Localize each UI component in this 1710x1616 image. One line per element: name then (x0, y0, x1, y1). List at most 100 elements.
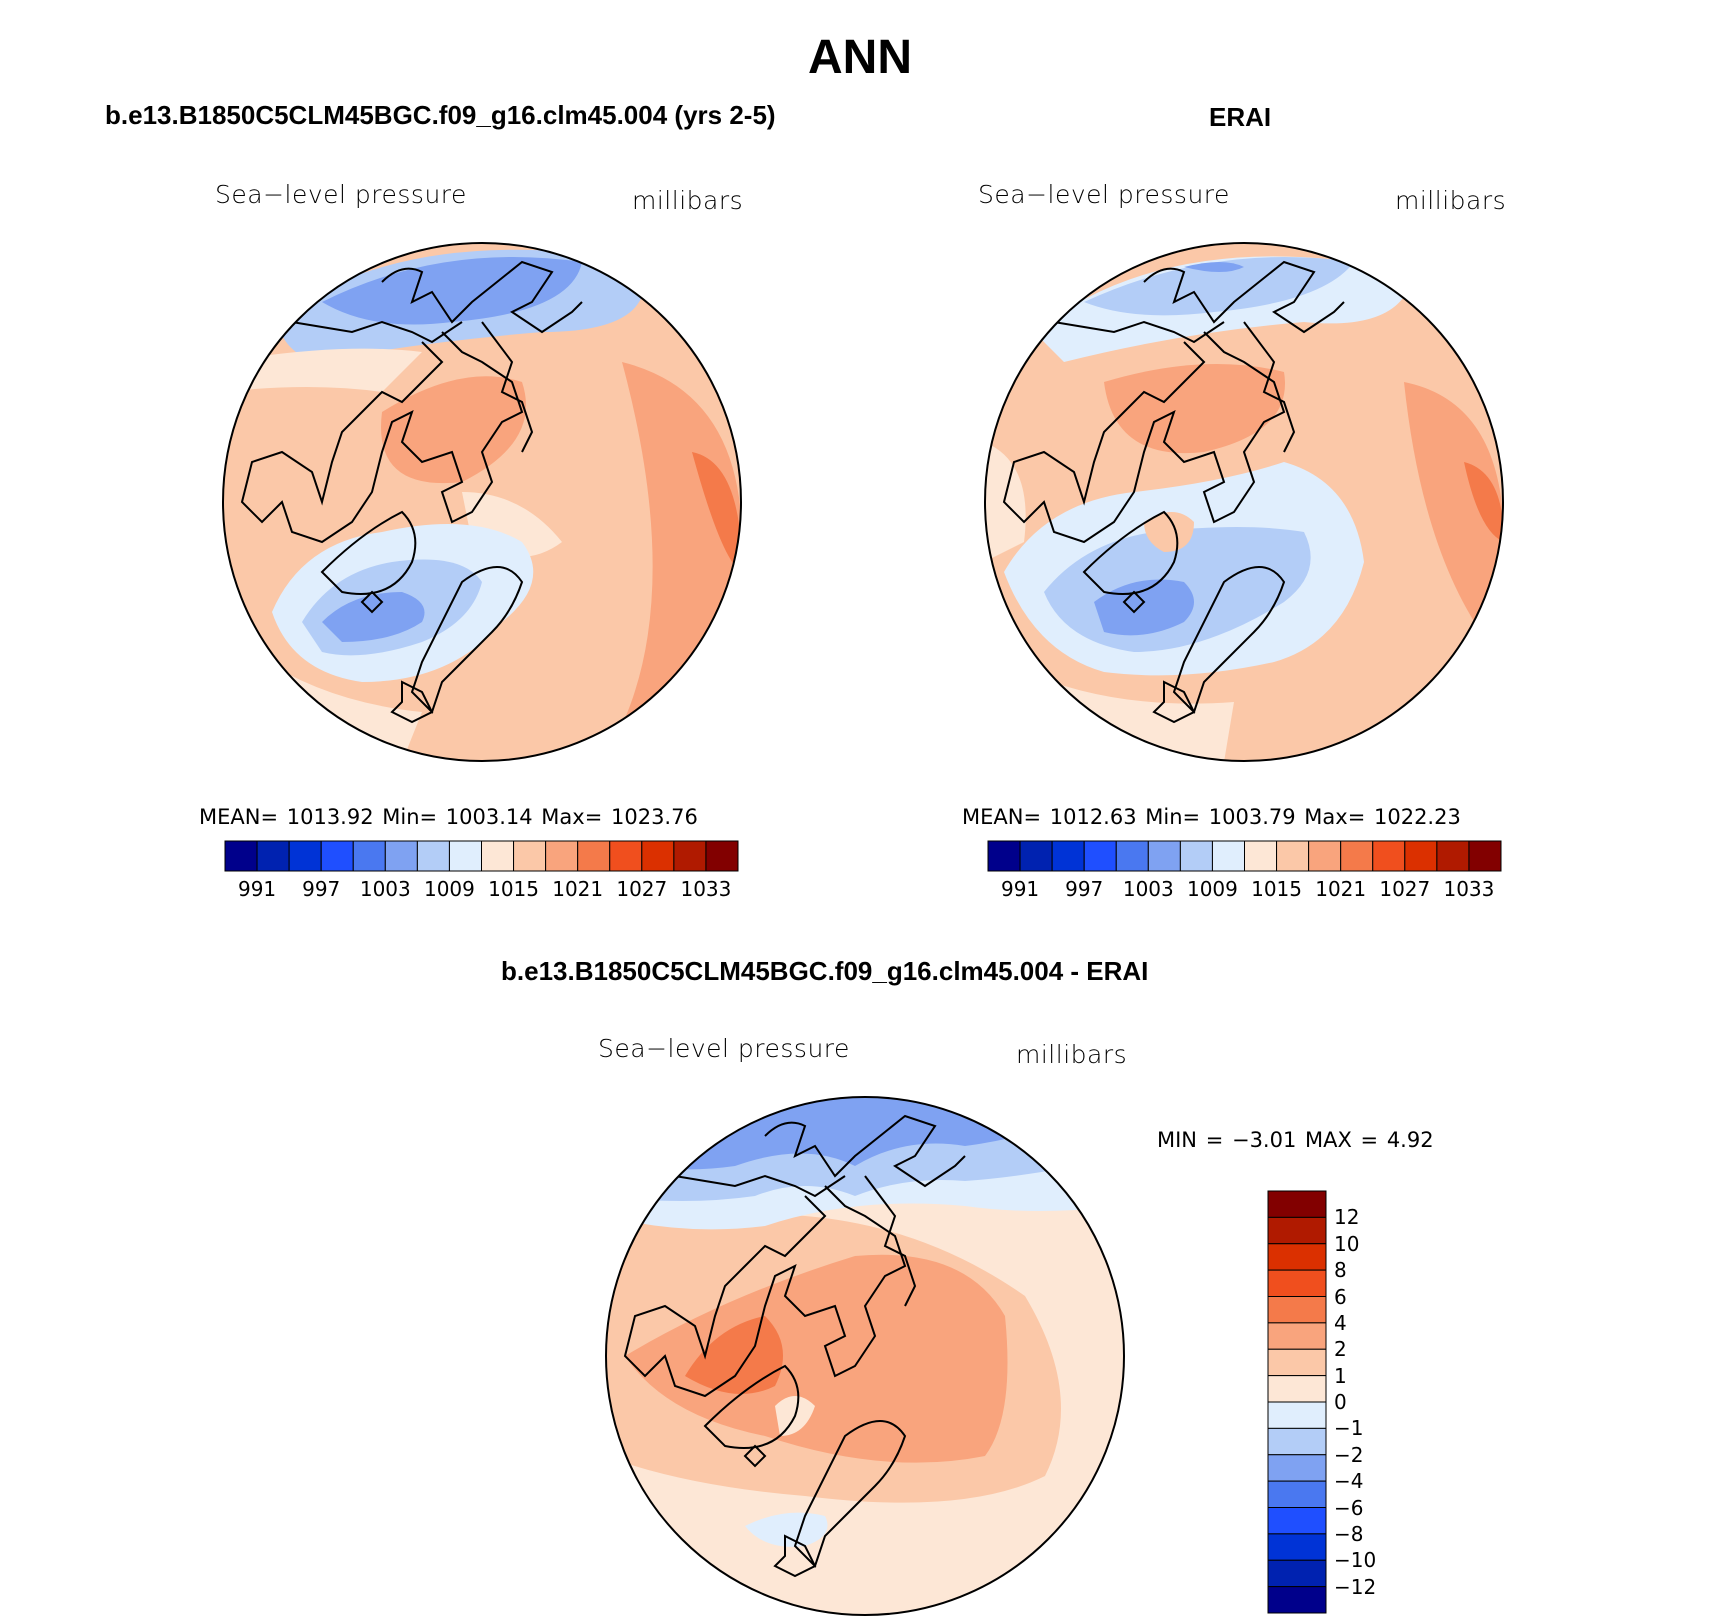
diff-colorbar-tick: −2 (1334, 1442, 1364, 1467)
obs-high-central (1104, 364, 1285, 454)
model-polar-map (222, 242, 742, 762)
obs-colorbar-tick: 1015 (1251, 877, 1303, 901)
obs-colorbar-box (1244, 840, 1278, 872)
model-colorbar-box (448, 840, 482, 872)
obs-colorbar-box (1308, 840, 1342, 872)
obs-variable-label: Sea−level pressure (978, 180, 1230, 209)
obs-colorbar-box (1083, 840, 1117, 872)
obs-colorbar-tick: 1033 (1443, 877, 1495, 901)
obs-colorbar-ticks: 991 997 1003 1009 1015 1021 1027 1033 (988, 877, 1501, 903)
diff-colorbar-box (1267, 1507, 1327, 1535)
diff-coastlines (623, 1114, 966, 1578)
diff-colorbar-box (1267, 1348, 1327, 1377)
diff-colorbar-tick: −12 (1334, 1574, 1377, 1599)
model-colorbar-box (481, 840, 515, 872)
model-colorbar-box (416, 840, 450, 872)
model-colorbar (224, 840, 739, 872)
diff-colorbar-box (1267, 1533, 1327, 1561)
obs-colorbar-box (1436, 840, 1470, 872)
figure-title: ANN (808, 31, 912, 84)
model-colorbar-box (320, 840, 354, 872)
obs-stats: MEAN= 1012.63 Min= 1003.79 Max= 1022.23 (962, 805, 1461, 829)
model-coastlines (240, 260, 583, 724)
model-colorbar-box (577, 840, 611, 872)
obs-high-east (1404, 382, 1503, 662)
obs-colorbar-tick: 1021 (1315, 877, 1367, 901)
obs-colorbar (987, 840, 1502, 872)
obs-polar-map (984, 242, 1504, 762)
diff-colorbar-tick: −4 (1334, 1469, 1364, 1494)
obs-colorbar-box (1147, 840, 1181, 872)
model-colorbar-box (352, 840, 386, 872)
model-low-atlantic-core (322, 592, 425, 642)
obs-colorbar-box (1404, 840, 1438, 872)
model-colorbar-tick: 991 (237, 877, 277, 901)
model-colorbar-box (641, 840, 675, 872)
diff-colorbar-tick: 12 (1334, 1205, 1360, 1230)
diff-colorbar-tick: 1 (1334, 1363, 1347, 1388)
obs-colorbar-box (987, 840, 1021, 872)
model-colorbar-box (513, 840, 547, 872)
diff-colorbar-box (1267, 1454, 1327, 1482)
obs-colorbar-box (1468, 840, 1502, 872)
obs-map-border (984, 242, 1504, 762)
model-colorbar-box (288, 840, 322, 872)
obs-units-label: millibars (1395, 186, 1507, 215)
obs-colorbar-box (1179, 840, 1213, 872)
diff-colorbar-box (1267, 1375, 1327, 1403)
model-light-band (223, 348, 422, 392)
model-colorbar-tick: 1021 (552, 877, 604, 901)
model-variable-label: Sea−level pressure (215, 180, 467, 209)
diff-colorbar-box (1267, 1586, 1327, 1614)
model-low-north-inner (322, 257, 582, 325)
model-colorbar-ticks: 991 997 1003 1009 1015 1021 1027 1033 (225, 877, 738, 903)
obs-colorbar-box (1115, 840, 1149, 872)
diff-neg-atlantic (745, 1512, 828, 1547)
diff-polar-map (605, 1096, 1125, 1616)
obs-colorbar-box (1211, 840, 1245, 872)
model-map-border (222, 242, 742, 762)
diff-colorbar-tick: −10 (1334, 1548, 1377, 1573)
diff-colorbar (1267, 1190, 1327, 1614)
model-high-core (692, 452, 741, 572)
model-colorbar-tick: 1009 (423, 877, 475, 901)
diff-colorbar-tick: 10 (1334, 1231, 1360, 1256)
diff-colorbar-tick: −8 (1334, 1521, 1364, 1546)
model-colorbar-box (705, 840, 739, 872)
diff-panel-title: b.e13.B1850C5CLM45BGC.f09_g16.clm45.004 … (501, 956, 1149, 986)
model-colorbar-tick: 1027 (616, 877, 668, 901)
model-colorbar-tick: 1015 (488, 877, 540, 901)
obs-colorbar-tick: 997 (1065, 877, 1104, 901)
model-colorbar-box (545, 840, 579, 872)
diff-colorbar-box (1267, 1190, 1327, 1218)
obs-colorbar-box (1340, 840, 1374, 872)
diff-colorbar-box (1267, 1243, 1327, 1271)
obs-colorbar-box (1276, 840, 1310, 872)
model-colorbar-box (224, 840, 258, 872)
model-colorbar-tick: 1033 (680, 877, 732, 901)
diff-units-label: millibars (1016, 1040, 1128, 1069)
obs-high-core (1464, 462, 1503, 542)
diff-colorbar-box (1267, 1296, 1327, 1324)
obs-low-north-core (1184, 262, 1244, 272)
obs-high-greenland (1144, 512, 1194, 552)
model-colorbar-box (256, 840, 290, 872)
diff-colorbar-tick: −6 (1334, 1495, 1364, 1520)
diff-colorbar-tick: 2 (1334, 1337, 1347, 1362)
diff-colorbar-box (1267, 1401, 1327, 1429)
model-colorbar-tick: 1003 (359, 877, 411, 901)
diff-colorbar-ticks: 12 10 8 6 4 2 1 0 −1 −2 −4 −6 −8 −10 −12 (1334, 1191, 1414, 1613)
diff-colorbar-box (1267, 1480, 1327, 1508)
diff-colorbar-tick: 0 (1334, 1390, 1347, 1414)
obs-colorbar-box (1372, 840, 1406, 872)
obs-colorbar-box (1051, 840, 1085, 872)
diff-colorbar-box (1267, 1559, 1327, 1588)
diff-colorbar-tick: −1 (1334, 1416, 1364, 1441)
obs-colorbar-box (1019, 840, 1053, 872)
diff-colorbar-box (1267, 1427, 1327, 1456)
model-colorbar-tick: 997 (302, 877, 341, 901)
obs-panel-title: ERAI (1209, 102, 1272, 132)
diff-stats: MIN = −3.01 MAX = 4.92 (1157, 1128, 1434, 1152)
obs-low-north-inner (1084, 257, 1354, 316)
model-colorbar-box (673, 840, 707, 872)
